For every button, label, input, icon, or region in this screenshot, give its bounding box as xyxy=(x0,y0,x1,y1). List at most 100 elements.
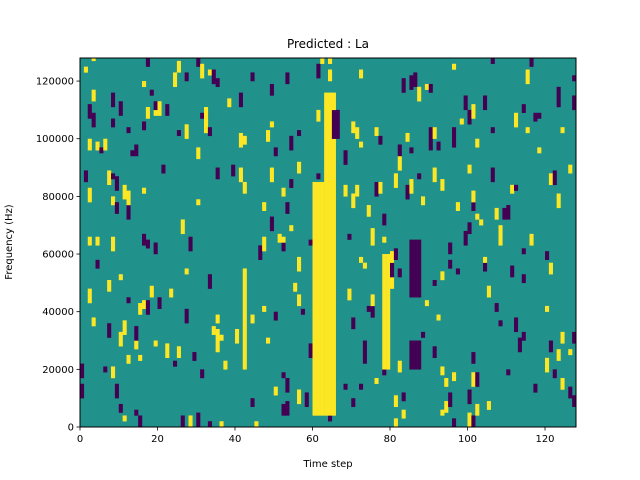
heatmap-cell xyxy=(142,233,147,246)
heatmap-cell xyxy=(409,340,414,370)
heatmap-cell xyxy=(409,239,414,298)
heatmap-cell xyxy=(238,92,243,108)
heatmap-cell xyxy=(421,196,426,206)
heatmap-cell xyxy=(184,124,189,139)
heatmap-cell xyxy=(83,66,88,73)
heatmap-cell xyxy=(486,285,491,298)
heatmap-cell xyxy=(87,187,92,203)
heatmap-cell xyxy=(153,340,158,347)
x-tick-label: 0 xyxy=(77,434,83,445)
heatmap-cell xyxy=(250,314,255,324)
heatmap-cell xyxy=(560,331,565,344)
heatmap-cell xyxy=(521,248,526,255)
heatmap-cell xyxy=(452,63,457,70)
heatmap-cell xyxy=(556,193,561,209)
heatmap-cell xyxy=(107,323,112,338)
heatmap-cell xyxy=(145,107,150,119)
heatmap-cell xyxy=(467,389,472,405)
heatmap-cell xyxy=(459,118,464,125)
heatmap-cell xyxy=(153,109,158,116)
heatmap-cell xyxy=(506,205,511,220)
heatmap-cell xyxy=(510,184,515,194)
heatmap-cell xyxy=(440,271,445,281)
heatmap-cell xyxy=(114,202,119,214)
heatmap-cell xyxy=(103,366,108,373)
heatmap-cell xyxy=(471,190,476,203)
heatmap-cell xyxy=(285,401,290,416)
heatmap-cell xyxy=(262,305,267,312)
heatmap-cell xyxy=(111,92,116,108)
heatmap-cell xyxy=(281,242,286,252)
heatmap-cell xyxy=(351,121,356,134)
heatmap-cell xyxy=(266,337,271,344)
heatmap-cell xyxy=(254,421,259,428)
heatmap-cell xyxy=(184,308,189,324)
heatmap-cell xyxy=(351,398,356,408)
x-tick-label: 100 xyxy=(458,434,477,445)
heatmap-cell xyxy=(138,354,143,361)
heatmap-cell xyxy=(382,369,387,376)
heatmap-cell xyxy=(207,274,212,289)
heatmap-cell xyxy=(521,331,526,341)
heatmap-cell xyxy=(552,170,557,186)
heatmap-cell xyxy=(207,421,212,428)
heatmap-cell xyxy=(548,262,553,275)
heatmap-cell xyxy=(227,98,232,108)
heatmap-cell xyxy=(560,377,565,390)
heatmap-cell xyxy=(359,69,364,79)
heatmap-cell xyxy=(111,118,116,128)
y-tick-label: 20000 xyxy=(42,365,74,376)
heatmap-cell xyxy=(533,383,538,393)
heatmap-cell xyxy=(467,222,472,235)
heatmap-cell xyxy=(568,349,573,356)
heatmap-cell xyxy=(475,138,480,148)
heatmap-cell xyxy=(207,127,212,137)
heatmap-cell xyxy=(99,147,104,154)
heatmap-cell xyxy=(80,383,85,399)
heatmap-cell xyxy=(455,202,460,211)
heatmap-cell xyxy=(347,233,352,240)
heatmap-cell xyxy=(444,377,449,387)
heatmap-cell xyxy=(529,233,534,246)
heatmap-cell xyxy=(142,81,147,88)
heatmap-cell xyxy=(390,277,395,289)
heatmap-cell xyxy=(417,239,422,298)
y-tick-label: 120000 xyxy=(36,77,74,88)
heatmap-cell xyxy=(521,274,526,284)
heatmap-cell xyxy=(103,138,108,151)
heatmap-cell xyxy=(219,334,224,341)
heatmap-cell xyxy=(556,86,561,108)
heatmap-cell xyxy=(548,340,553,353)
heatmap-cell xyxy=(111,173,116,180)
heatmap-cell xyxy=(122,415,127,422)
heatmap-cell xyxy=(196,58,201,67)
heatmap-cell xyxy=(413,340,418,370)
heatmap-cell xyxy=(366,305,371,312)
heatmap-cell xyxy=(452,127,457,148)
heatmap-cell xyxy=(401,409,406,419)
heatmap-cell xyxy=(215,328,220,353)
heatmap-cell xyxy=(424,300,429,307)
y-axis: 0 20000 40000 60000 80000 100000 120000 xyxy=(36,77,80,434)
heatmap-cell xyxy=(180,415,185,428)
heatmap-cell xyxy=(343,150,348,165)
heatmap-cell xyxy=(483,95,488,111)
y-axis-label: Frequency (Hz) xyxy=(4,204,15,280)
heatmap-cell xyxy=(114,176,119,191)
heatmap-cell xyxy=(91,58,96,62)
heatmap-cell xyxy=(316,173,321,180)
heatmap-cell xyxy=(169,288,174,298)
x-axis: 0 20 40 60 80 100 120 xyxy=(77,427,555,445)
heatmap-cell xyxy=(545,305,550,312)
heatmap-cell xyxy=(134,326,139,341)
heatmap-cell xyxy=(200,369,205,379)
heatmap-cell xyxy=(424,83,429,90)
heatmap-cell xyxy=(444,401,449,413)
heatmap-cell xyxy=(145,300,150,315)
heatmap-cell xyxy=(83,170,88,183)
chart-title: Predicted : La xyxy=(287,37,369,51)
heatmap-cell xyxy=(397,360,402,373)
heatmap-cell xyxy=(529,58,534,67)
heatmap-cell xyxy=(107,170,112,186)
heatmap-cell xyxy=(142,300,147,310)
